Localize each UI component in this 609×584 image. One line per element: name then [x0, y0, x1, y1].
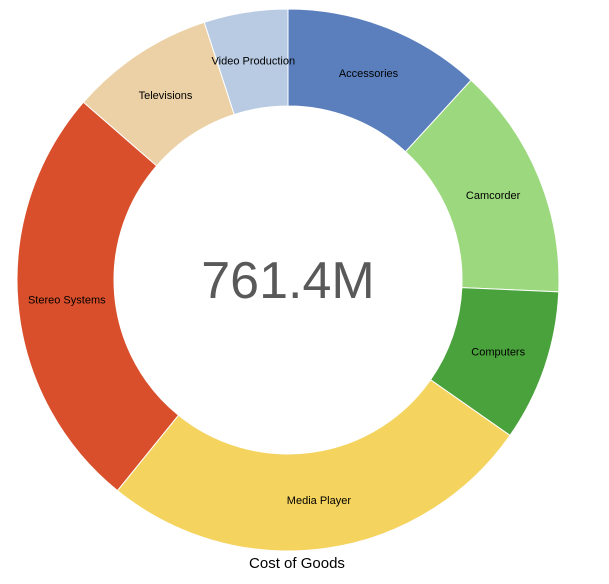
segment-media-player[interactable] — [116, 379, 511, 552]
center-total-value: 761.4M — [201, 252, 374, 310]
chart-title: Cost of Goods — [249, 555, 345, 572]
segment-stereo-systems[interactable] — [16, 101, 180, 492]
donut-slices — [16, 8, 560, 552]
segment-video-production[interactable] — [203, 8, 289, 116]
